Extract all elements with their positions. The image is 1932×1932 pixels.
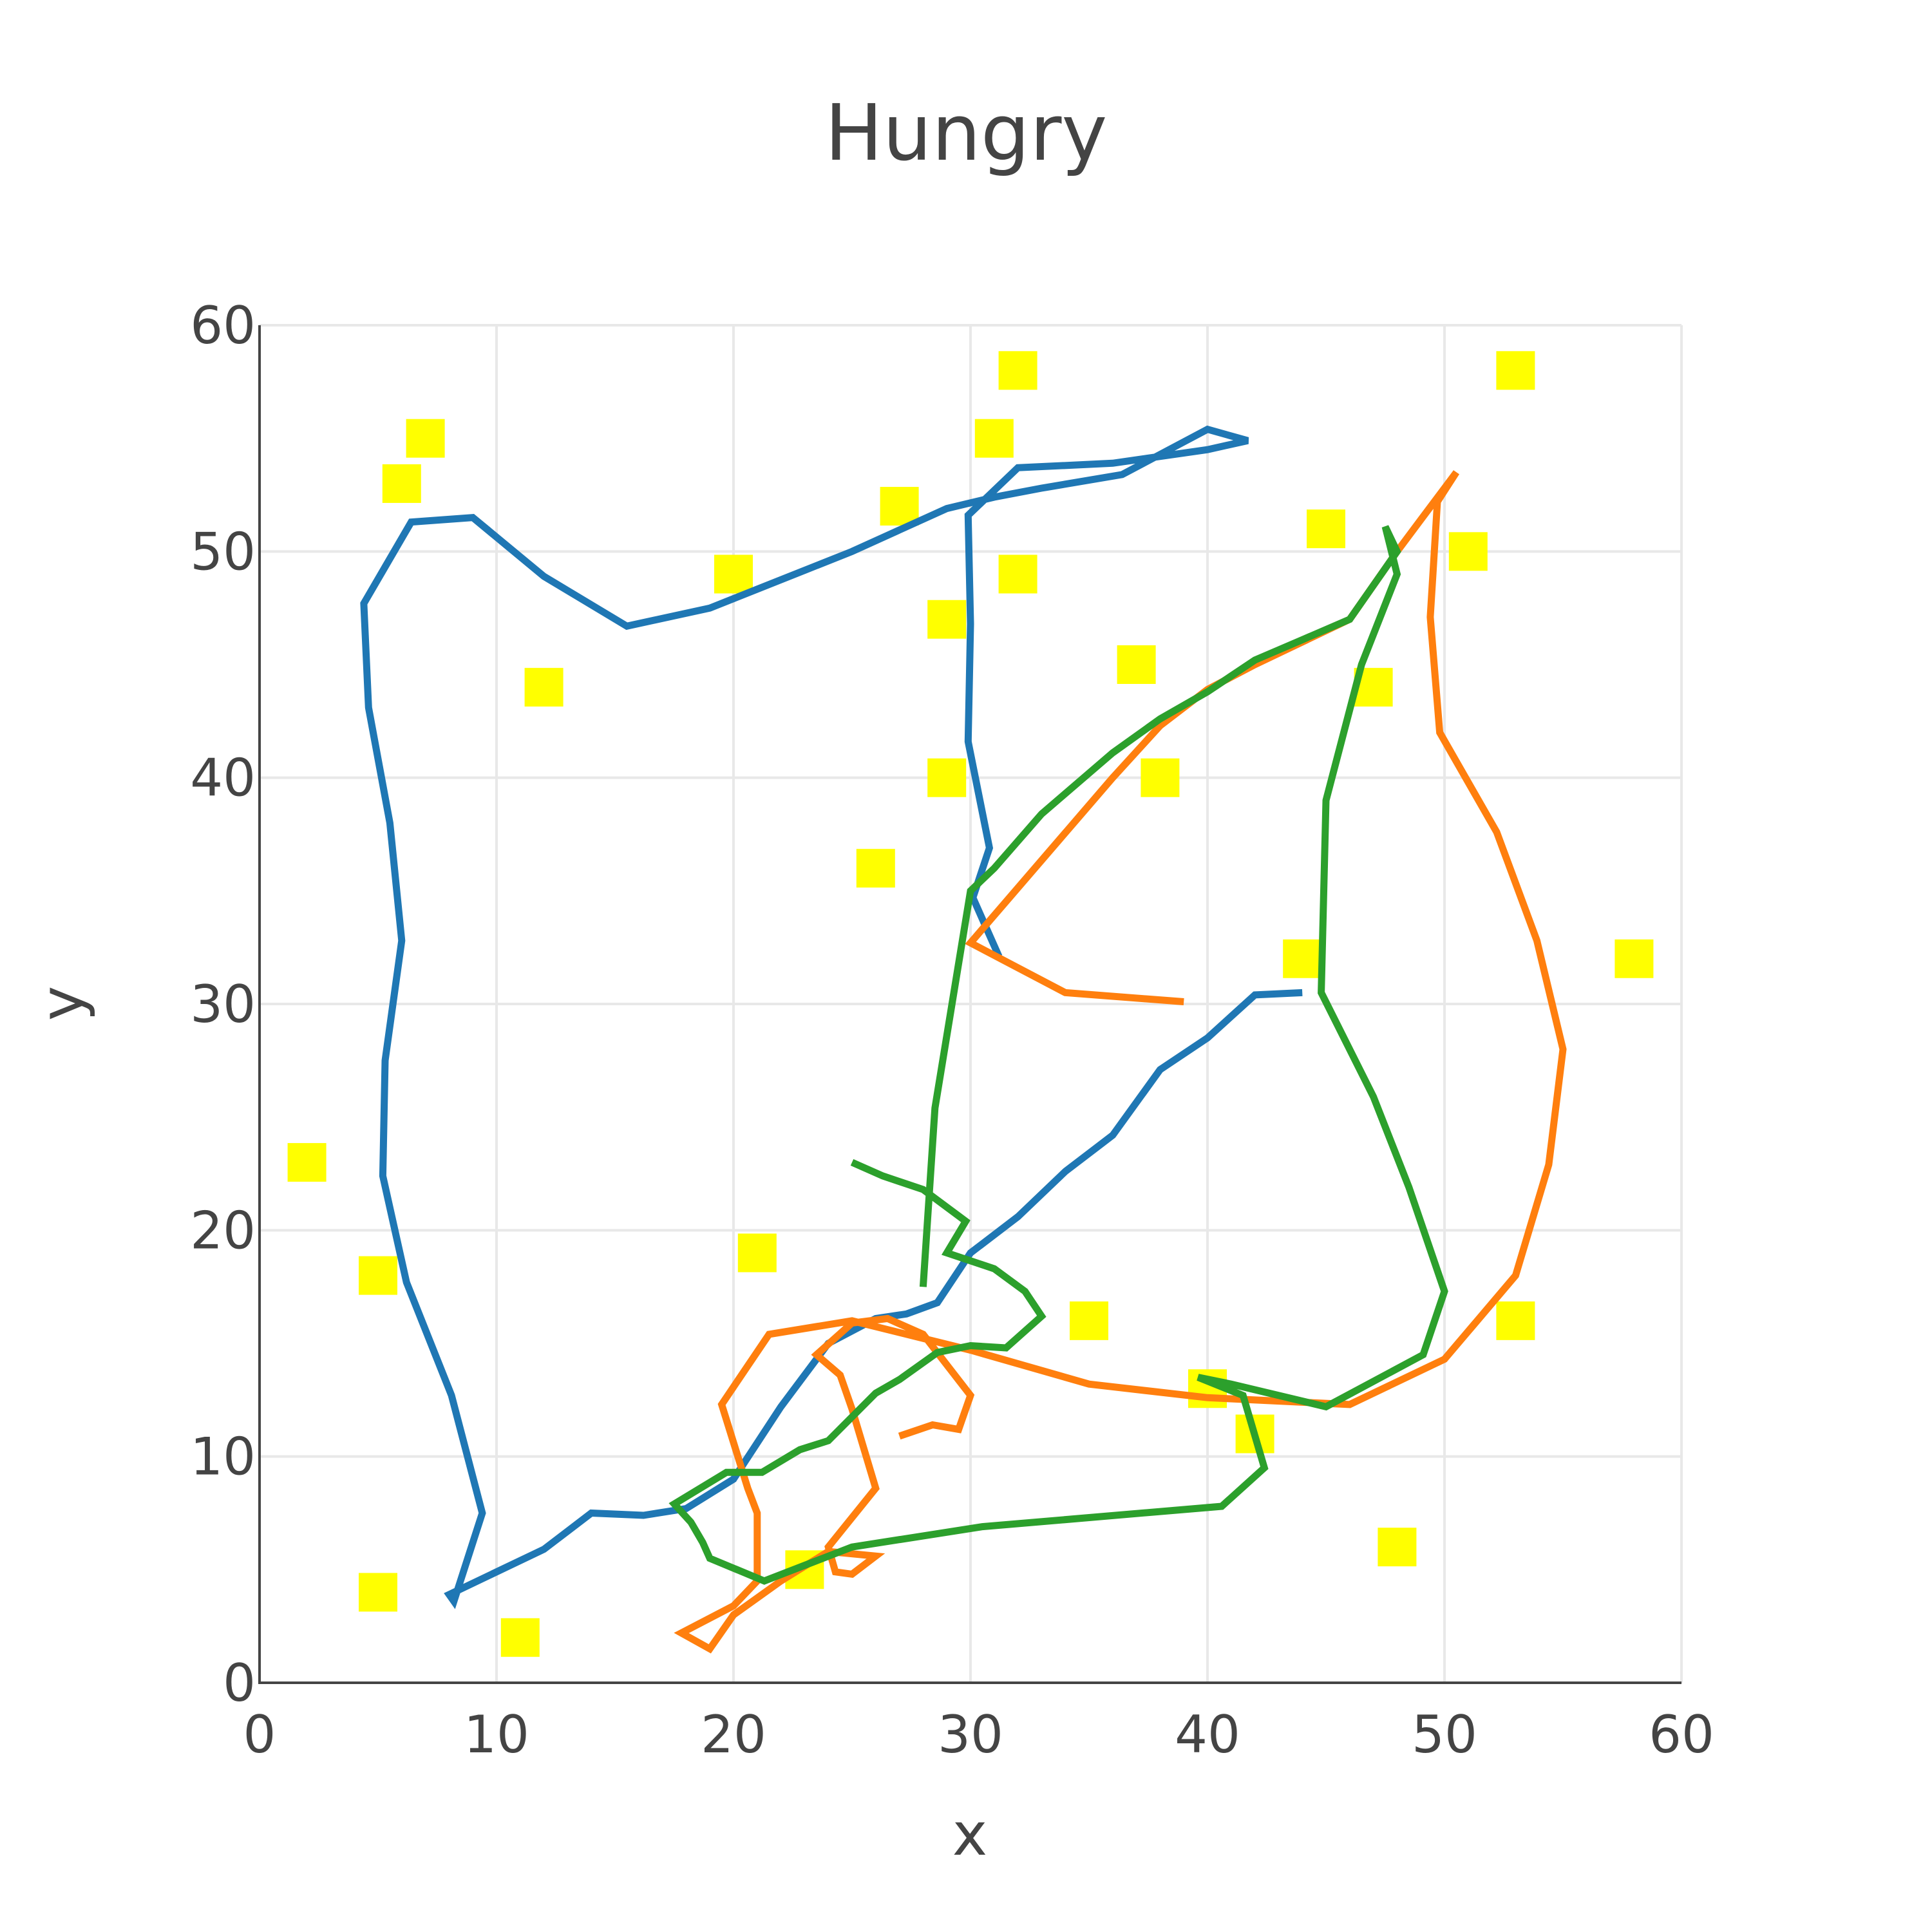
- food-marker: [714, 554, 753, 594]
- food-marker: [1496, 1301, 1535, 1340]
- trajectory-3: [668, 525, 1448, 1585]
- food-marker: [856, 849, 895, 888]
- axes: [258, 325, 1681, 1684]
- food-marker: [406, 419, 445, 458]
- food-marker: [359, 1256, 397, 1295]
- food-marker: [1117, 645, 1156, 684]
- x-tick-label: 50: [1412, 1705, 1477, 1765]
- food-marker: [927, 758, 967, 797]
- food-marker: [1615, 939, 1654, 978]
- x-tick-label: 0: [243, 1705, 276, 1765]
- food-marker: [974, 419, 1014, 458]
- food-marker: [1070, 1301, 1108, 1340]
- food-marker: [737, 1233, 777, 1273]
- tick-labels: 0 10 20 30 40 50 60 0 10 20 30 40 50 60: [190, 296, 1714, 1765]
- y-tick-label: 40: [190, 748, 256, 808]
- food-marker: [524, 668, 564, 707]
- food-marker: [382, 464, 421, 503]
- x-tick-label: 60: [1649, 1705, 1714, 1765]
- y-tick-label: 10: [190, 1427, 256, 1487]
- food-marker: [500, 1618, 540, 1657]
- food-marker: [1141, 758, 1180, 797]
- food-marker: [1283, 939, 1322, 978]
- food-marker: [287, 1142, 327, 1182]
- food-markers: [287, 351, 1654, 1657]
- x-tick-label: 10: [464, 1705, 529, 1765]
- y-tick-label: 20: [190, 1200, 256, 1260]
- x-tick-label: 40: [1175, 1705, 1240, 1765]
- chart-title: Hungry: [825, 89, 1108, 178]
- trajectories: [360, 425, 1567, 1654]
- x-axis-label: x: [952, 1800, 987, 1869]
- food-marker: [998, 351, 1037, 390]
- food-marker: [998, 554, 1037, 594]
- y-axis-label: y: [28, 986, 97, 1021]
- trajectory-1: [360, 425, 1303, 1609]
- food-marker: [927, 600, 967, 639]
- y-tick-label: 50: [190, 522, 256, 582]
- food-marker: [359, 1573, 397, 1612]
- y-tick-label: 0: [223, 1653, 256, 1713]
- food-marker: [1448, 532, 1488, 571]
- food-marker: [1378, 1528, 1417, 1567]
- y-tick-label: 60: [190, 296, 256, 355]
- y-tick-label: 30: [190, 974, 256, 1034]
- food-marker: [880, 487, 919, 526]
- x-tick-label: 30: [938, 1705, 1003, 1765]
- food-marker: [1496, 351, 1535, 390]
- x-tick-label: 20: [701, 1705, 766, 1765]
- food-marker: [1307, 509, 1345, 549]
